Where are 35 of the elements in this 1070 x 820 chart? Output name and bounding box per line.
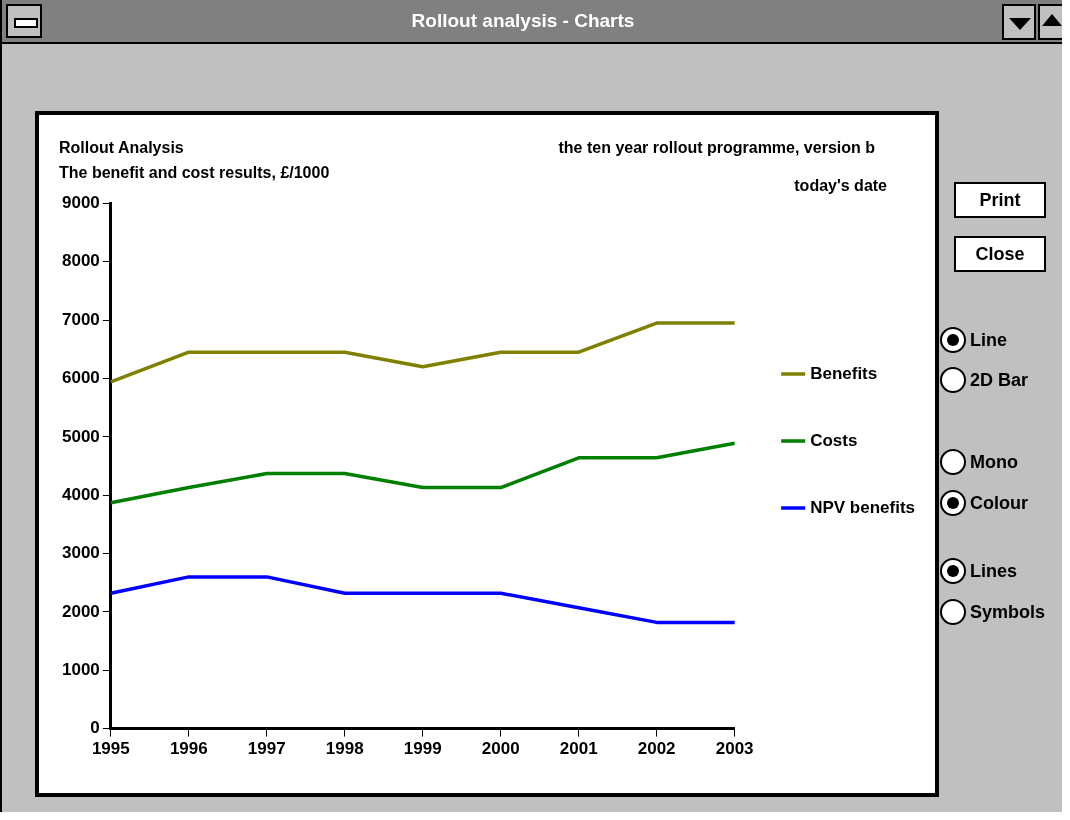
y-tick-label: 9000 <box>61 193 100 213</box>
legend-label: NPV benefits <box>810 497 915 517</box>
text: Line <box>970 329 1008 351</box>
x-tick-label: 2000 <box>481 739 520 759</box>
x-tick-label: 2003 <box>715 739 754 759</box>
x-tick-label: 1997 <box>247 739 286 759</box>
y-tick-label: 0 <box>90 718 100 738</box>
text: Close <box>954 236 1046 272</box>
x-tick-label: 1998 <box>325 739 364 759</box>
x-tick-label: 1995 <box>91 739 130 759</box>
legend-label: Benefits <box>810 363 878 383</box>
y-tick-label: 2000 <box>61 601 100 621</box>
y-tick-label: 8000 <box>61 251 100 271</box>
text: 2D Bar <box>970 369 1029 391</box>
text: Rollout analysis - Charts <box>410 9 636 33</box>
text: Print <box>954 182 1046 218</box>
text: the ten year rollout programme, version b <box>558 139 876 157</box>
y-tick-label: 7000 <box>61 309 100 329</box>
x-tick-label: 1996 <box>169 739 208 759</box>
text: Symbols <box>970 601 1046 623</box>
legend-label: Costs <box>810 430 858 450</box>
chart-title: Rollout Analysis <box>59 139 184 157</box>
y-tick-label: 3000 <box>61 543 100 563</box>
y-tick-label: 5000 <box>61 426 100 446</box>
y-tick-label: 4000 <box>61 484 100 504</box>
text: today's date <box>794 177 888 195</box>
x-tick-label: 1999 <box>403 739 442 759</box>
y-tick-label: 1000 <box>61 659 100 679</box>
text: Colour <box>970 492 1028 514</box>
text: Mono <box>970 451 1018 473</box>
x-tick-label: 2001 <box>559 739 598 759</box>
x-tick-label: 2002 <box>637 739 676 759</box>
chart-subtitle: The benefit and cost results, £/1000 <box>59 164 330 182</box>
text: Lines <box>970 560 1018 582</box>
y-tick-label: 6000 <box>61 368 100 388</box>
